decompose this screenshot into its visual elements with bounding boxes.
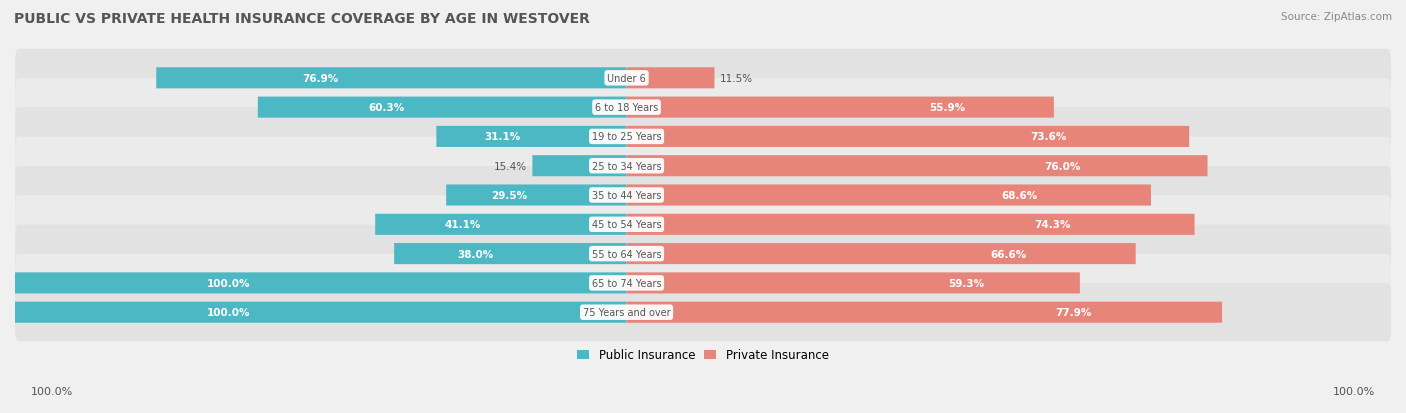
FancyBboxPatch shape — [436, 126, 627, 147]
FancyBboxPatch shape — [627, 156, 1208, 177]
FancyBboxPatch shape — [15, 166, 1391, 225]
Text: 19 to 25 Years: 19 to 25 Years — [592, 132, 661, 142]
FancyBboxPatch shape — [257, 97, 627, 119]
FancyBboxPatch shape — [15, 196, 1391, 254]
Text: 100.0%: 100.0% — [207, 307, 250, 318]
Text: 35 to 44 Years: 35 to 44 Years — [592, 190, 661, 201]
Text: 77.9%: 77.9% — [1054, 307, 1091, 318]
Text: 75 Years and over: 75 Years and over — [582, 307, 671, 318]
Text: 6 to 18 Years: 6 to 18 Years — [595, 103, 658, 113]
Text: 100.0%: 100.0% — [1333, 387, 1375, 396]
Text: Source: ZipAtlas.com: Source: ZipAtlas.com — [1281, 12, 1392, 22]
Text: 100.0%: 100.0% — [207, 278, 250, 288]
FancyBboxPatch shape — [627, 244, 1136, 264]
FancyBboxPatch shape — [156, 68, 627, 89]
FancyBboxPatch shape — [15, 302, 627, 323]
FancyBboxPatch shape — [375, 214, 627, 235]
FancyBboxPatch shape — [15, 50, 1391, 107]
FancyBboxPatch shape — [394, 244, 627, 264]
Text: 55.9%: 55.9% — [929, 103, 965, 113]
Text: 45 to 54 Years: 45 to 54 Years — [592, 220, 661, 230]
Text: 25 to 34 Years: 25 to 34 Years — [592, 161, 661, 171]
Text: 73.6%: 73.6% — [1031, 132, 1067, 142]
Text: 68.6%: 68.6% — [1001, 190, 1038, 201]
Text: 38.0%: 38.0% — [457, 249, 494, 259]
Text: 41.1%: 41.1% — [444, 220, 481, 230]
Text: Under 6: Under 6 — [607, 74, 645, 83]
Text: 11.5%: 11.5% — [720, 74, 754, 83]
FancyBboxPatch shape — [627, 185, 1152, 206]
Text: 59.3%: 59.3% — [949, 278, 984, 288]
Text: 76.0%: 76.0% — [1045, 161, 1080, 171]
FancyBboxPatch shape — [15, 138, 1391, 195]
FancyBboxPatch shape — [627, 97, 1054, 119]
Text: 15.4%: 15.4% — [494, 161, 527, 171]
Text: 60.3%: 60.3% — [368, 103, 405, 113]
Text: 76.9%: 76.9% — [302, 74, 339, 83]
FancyBboxPatch shape — [15, 254, 1391, 312]
FancyBboxPatch shape — [627, 68, 714, 89]
Text: 66.6%: 66.6% — [990, 249, 1026, 259]
FancyBboxPatch shape — [533, 156, 627, 177]
FancyBboxPatch shape — [627, 126, 1189, 147]
Text: 55 to 64 Years: 55 to 64 Years — [592, 249, 661, 259]
FancyBboxPatch shape — [627, 302, 1222, 323]
FancyBboxPatch shape — [15, 79, 1391, 137]
FancyBboxPatch shape — [15, 108, 1391, 166]
Text: 65 to 74 Years: 65 to 74 Years — [592, 278, 661, 288]
Text: 29.5%: 29.5% — [491, 190, 527, 201]
Text: 74.3%: 74.3% — [1035, 220, 1071, 230]
FancyBboxPatch shape — [627, 214, 1195, 235]
FancyBboxPatch shape — [15, 283, 1391, 342]
Text: 100.0%: 100.0% — [31, 387, 73, 396]
FancyBboxPatch shape — [15, 273, 627, 294]
FancyBboxPatch shape — [446, 185, 627, 206]
Legend: Public Insurance, Private Insurance: Public Insurance, Private Insurance — [572, 344, 834, 366]
FancyBboxPatch shape — [627, 273, 1080, 294]
Text: 31.1%: 31.1% — [485, 132, 522, 142]
FancyBboxPatch shape — [15, 225, 1391, 283]
Text: PUBLIC VS PRIVATE HEALTH INSURANCE COVERAGE BY AGE IN WESTOVER: PUBLIC VS PRIVATE HEALTH INSURANCE COVER… — [14, 12, 591, 26]
